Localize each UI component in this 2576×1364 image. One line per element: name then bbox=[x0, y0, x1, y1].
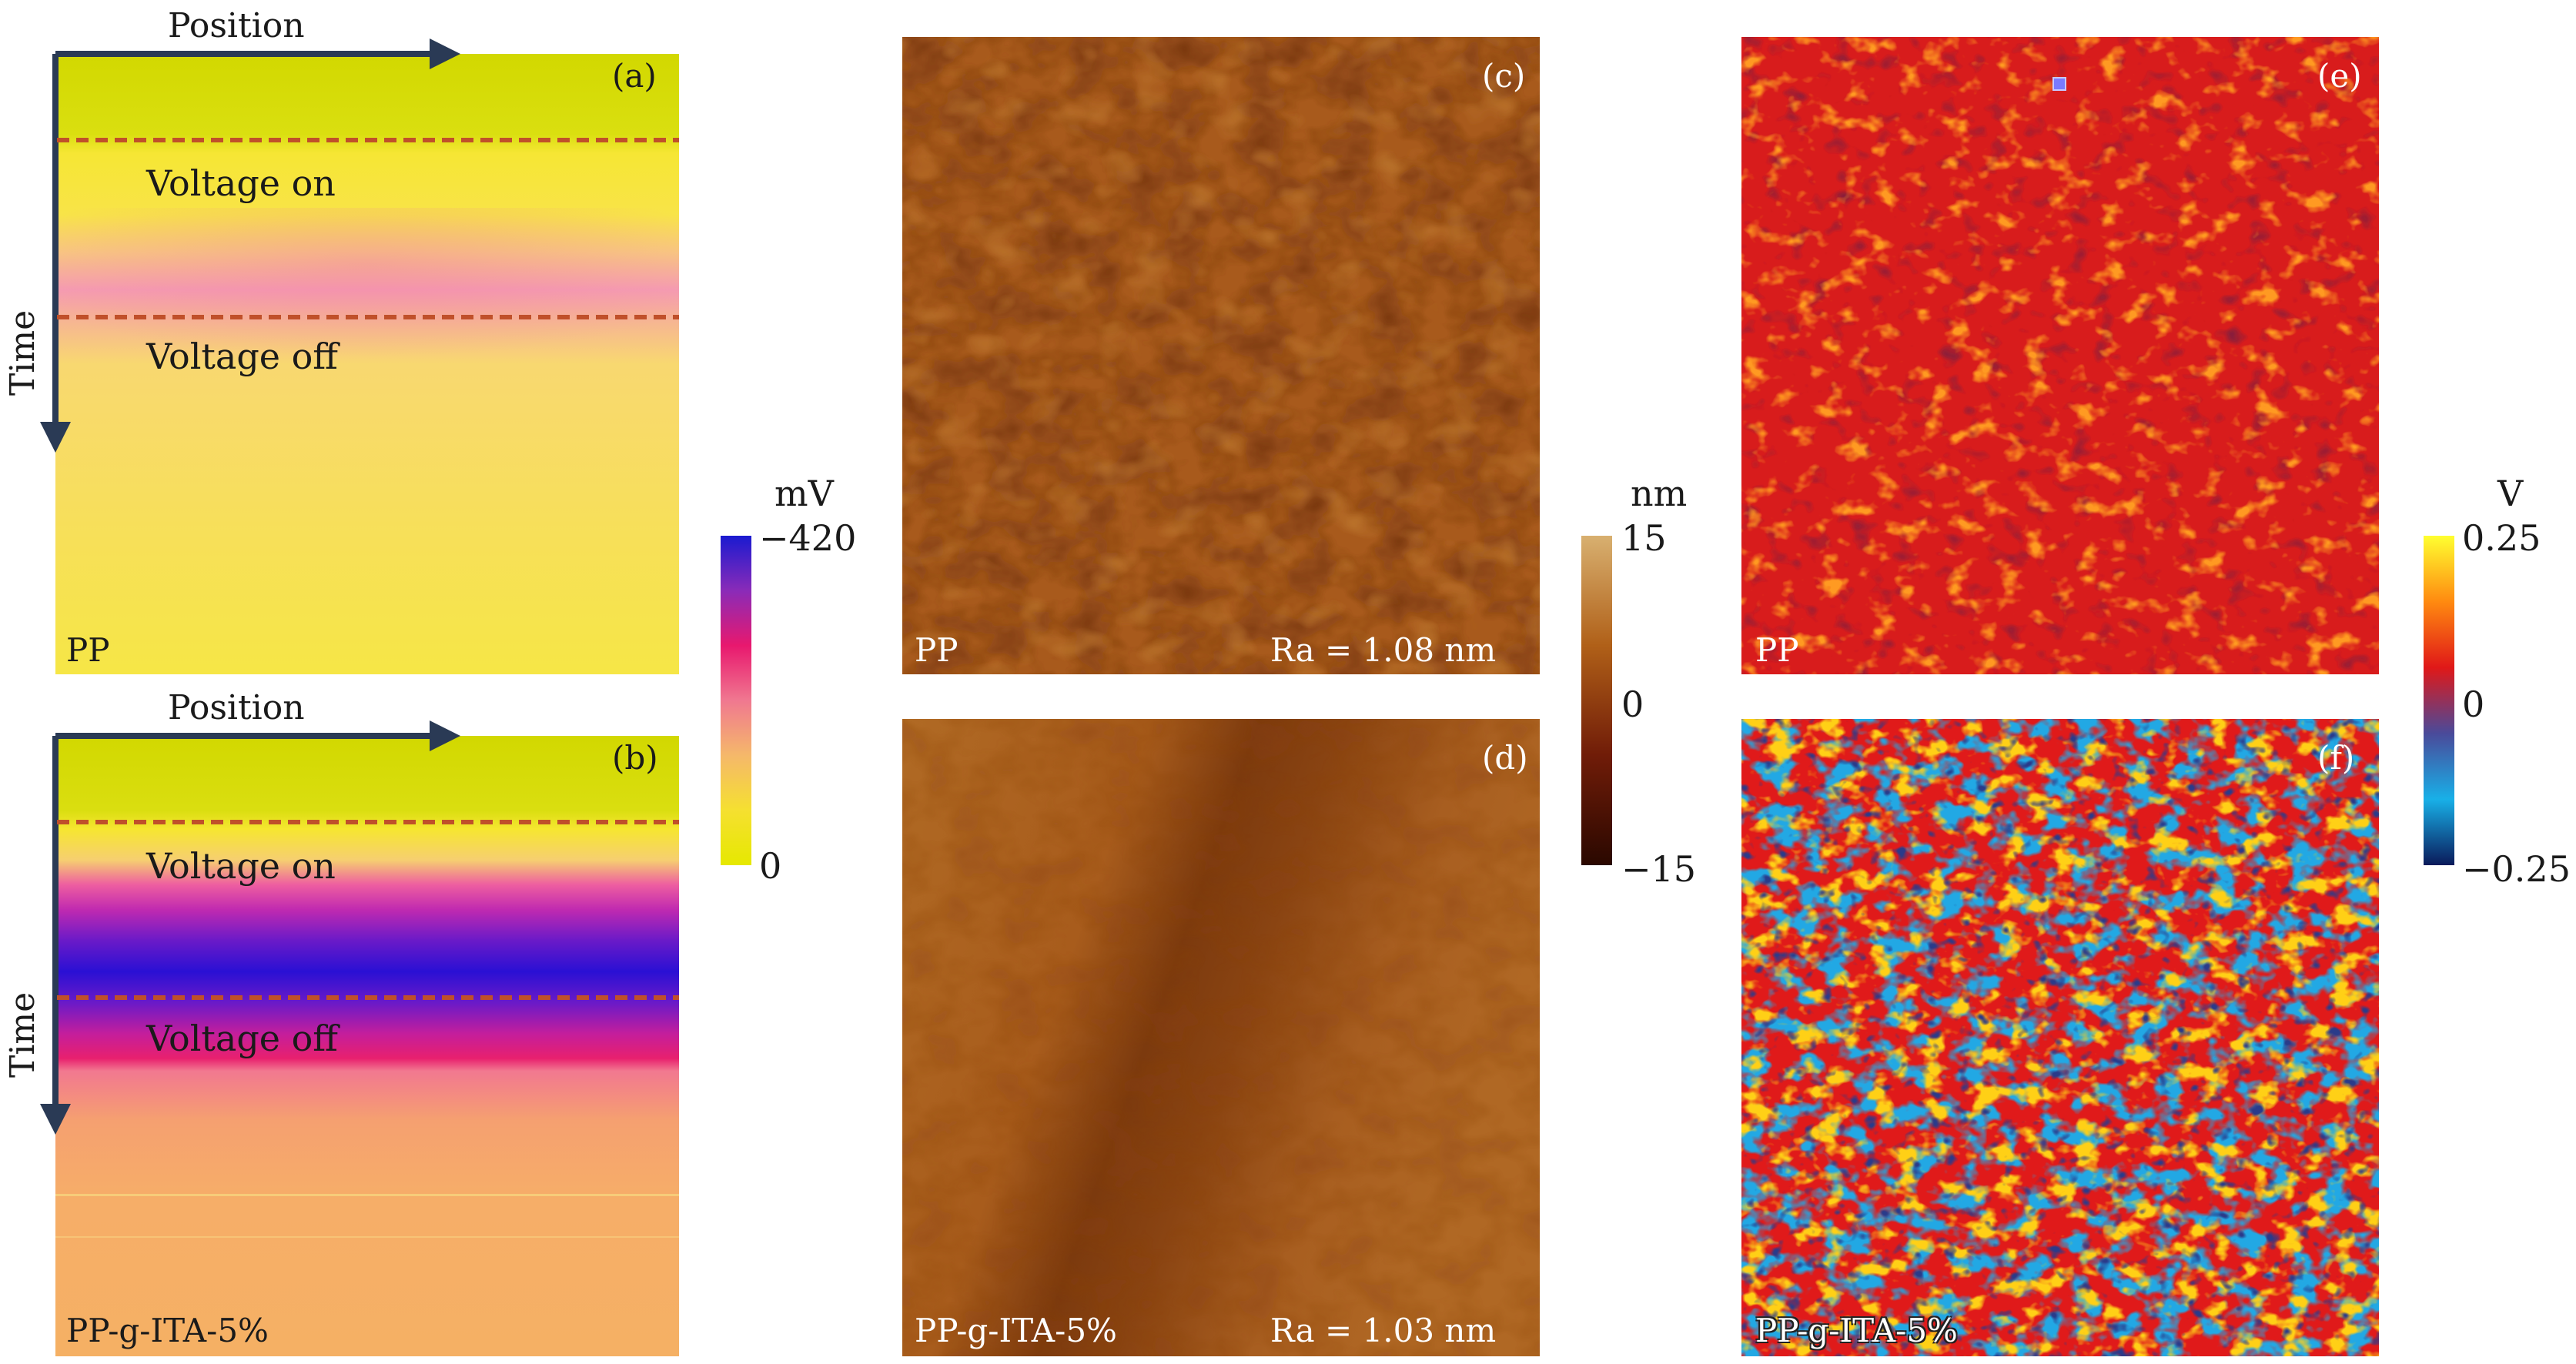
panel-b-voltage-on: Voltage on bbox=[146, 845, 336, 887]
colorbar-height-max-tick: 15 bbox=[1621, 517, 1667, 559]
colorbar-potential-min-tick: 0 bbox=[759, 845, 782, 887]
colorbar-height-unit: nm bbox=[1631, 473, 1688, 514]
panel-a-letter: (a) bbox=[612, 57, 657, 95]
colorbar-voltage-unit: V bbox=[2497, 473, 2524, 514]
colorbar-potential-max-tick: −420 bbox=[759, 517, 857, 559]
panel-b-surface-potential-pp-g-ita bbox=[55, 736, 679, 1356]
colorbar-voltage-max-tick: 0.25 bbox=[2462, 517, 2541, 559]
panel-f-material: PP-g-ITA-5% bbox=[1755, 1312, 1958, 1349]
panel-d-material: PP-g-ITA-5% bbox=[915, 1312, 1117, 1349]
panel-a-voltage-on: Voltage on bbox=[146, 162, 336, 204]
panel-f-letter: (f) bbox=[2317, 739, 2355, 777]
panel-b-material: PP-g-ITA-5% bbox=[66, 1312, 269, 1349]
panel-a-x-axis-label: Position bbox=[168, 6, 305, 45]
panel-f-potential-map-pp-g-ita bbox=[1741, 719, 2379, 1356]
colorbar-height bbox=[1581, 536, 1612, 865]
colorbar-potential bbox=[721, 536, 751, 865]
panel-a-y-axis-label: Time bbox=[3, 309, 42, 396]
colorbar-potential-unit: mV bbox=[774, 473, 834, 514]
panel-c-letter: (c) bbox=[1482, 57, 1526, 95]
panel-b-x-axis-label: Position bbox=[168, 688, 305, 727]
panel-d-roughness: Ra = 1.03 nm bbox=[1270, 1312, 1497, 1349]
panel-e-material: PP bbox=[1755, 631, 1799, 669]
panel-b-y-axis-label: Time bbox=[3, 991, 42, 1078]
colorbar-voltage-mid-tick: 0 bbox=[2462, 684, 2485, 725]
panel-e-potential-map-pp bbox=[1741, 37, 2379, 674]
panel-b-voltage-off: Voltage off bbox=[146, 1018, 338, 1059]
panel-b-letter: (b) bbox=[612, 739, 658, 777]
panel-a-voltage-off: Voltage off bbox=[146, 336, 338, 377]
colorbar-voltage-min-tick: −0.25 bbox=[2462, 848, 2571, 890]
panel-c-topography-pp bbox=[902, 37, 1540, 674]
panel-e-letter: (e) bbox=[2317, 57, 2362, 95]
panel-c-material: PP bbox=[915, 631, 958, 669]
panel-a-material: PP bbox=[66, 631, 110, 669]
colorbar-height-mid-tick: 0 bbox=[1621, 684, 1644, 725]
panel-a-surface-potential-pp bbox=[55, 54, 679, 674]
panel-c-roughness: Ra = 1.08 nm bbox=[1270, 631, 1497, 669]
panel-d-letter: (d) bbox=[1482, 739, 1528, 777]
colorbar-height-min-tick: −15 bbox=[1621, 848, 1697, 890]
colorbar-voltage bbox=[2424, 536, 2454, 865]
panel-d-topography-pp-g-ita bbox=[902, 719, 1540, 1356]
panel-e-marker bbox=[2052, 77, 2066, 91]
